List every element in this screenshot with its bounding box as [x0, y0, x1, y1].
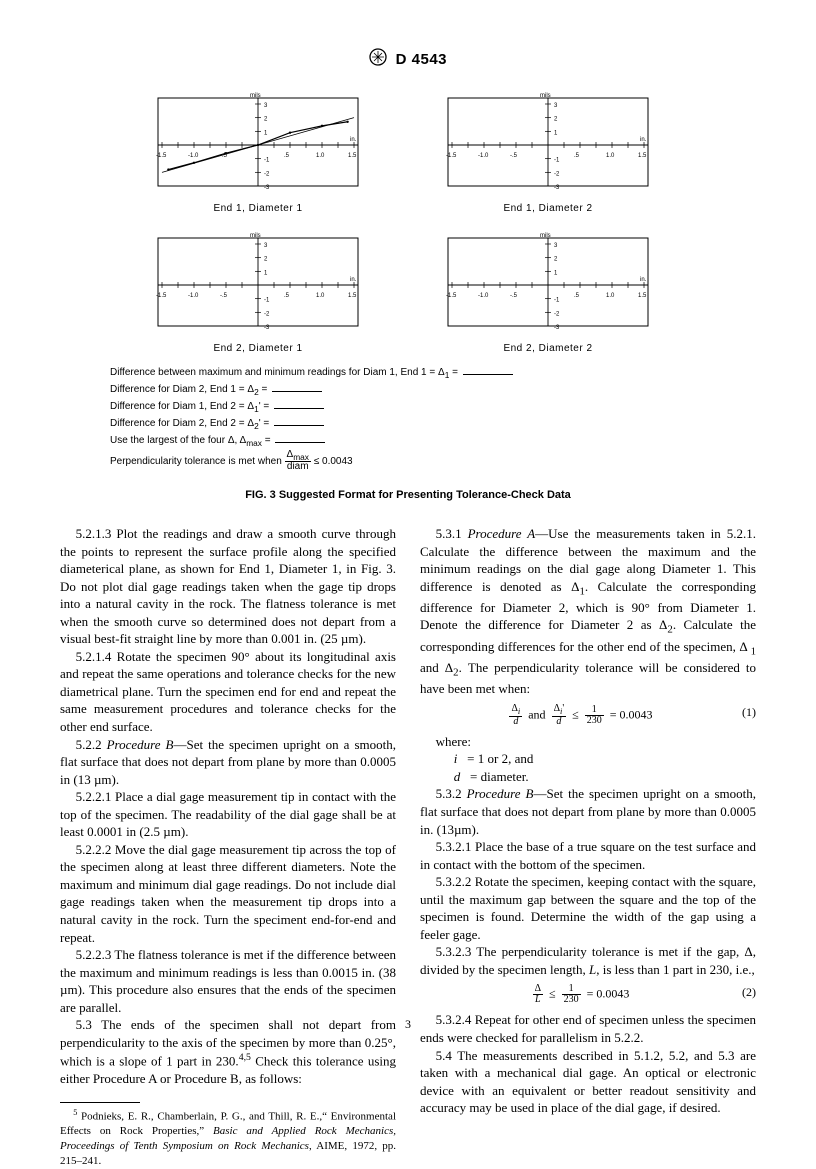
tolerance-chart: 1-12-23-3-1.5-1.0-.5.51.01.5 mils in. En… [438, 90, 658, 216]
svg-text:-1.0: -1.0 [188, 293, 199, 299]
svg-text:-1.5: -1.5 [156, 153, 167, 159]
para: 5.3.2.2 Rotate the specimen, keeping con… [420, 873, 756, 943]
svg-text:-1.0: -1.0 [478, 293, 489, 299]
svg-text:in.: in. [350, 277, 357, 283]
svg-text:-3: -3 [264, 185, 270, 191]
svg-text:-2: -2 [554, 172, 560, 178]
svg-text:-3: -3 [554, 325, 560, 331]
svg-text:2: 2 [264, 117, 268, 123]
svg-text:1.5: 1.5 [638, 293, 647, 299]
svg-text:-.5: -.5 [510, 293, 518, 299]
para: 5.3.1 Procedure A—Use the measurements t… [420, 525, 756, 698]
svg-text:mils: mils [250, 93, 261, 99]
svg-text:.5: .5 [574, 153, 580, 159]
svg-text:1: 1 [554, 270, 558, 276]
svg-text:in.: in. [640, 277, 647, 283]
note-line: ≤ 0.0043 [314, 456, 353, 467]
designation: D 4543 [396, 51, 447, 68]
note-line: Perpendicularity tolerance is met when [110, 456, 285, 467]
svg-text:.5: .5 [284, 293, 290, 299]
where-label: where: [420, 733, 756, 751]
svg-text:1: 1 [554, 131, 558, 137]
svg-text:1.5: 1.5 [638, 153, 647, 159]
para: 5.3.2.3 The perpendicularity tolerance i… [420, 943, 756, 978]
body-columns: 5.2.1.3 Plot the readings and draw a smo… [60, 525, 756, 1169]
svg-text:mils: mils [250, 233, 261, 239]
tolerance-chart: 1-12-23-3-1.5-1.0-.5.51.01.5 mils in. En… [148, 90, 368, 216]
note-line: Difference for Diam 2, End 2 = Δ [110, 418, 254, 429]
note-line: Difference for Diam 2, End 1 = Δ [110, 384, 254, 395]
svg-text:3: 3 [264, 103, 268, 109]
svg-text:-3: -3 [554, 185, 560, 191]
svg-text:3: 3 [264, 243, 268, 249]
footnote: 5 Podnieks, E. R., Chamberlain, P. G., a… [60, 1107, 396, 1169]
footnote-rule [60, 1102, 140, 1103]
equation-2: ΔL ≤ 1230 = 0.0043 (2) [420, 984, 756, 1005]
chart-grid: 1-12-23-3-1.5-1.0-.5.51.01.5 mils in. En… [148, 90, 668, 355]
svg-text:-1.5: -1.5 [156, 293, 167, 299]
svg-text:-2: -2 [264, 311, 270, 317]
svg-text:-3: -3 [264, 325, 270, 331]
para: 5.3.2.1 Place the base of a true square … [420, 838, 756, 873]
para: 5.2.1.4 Rotate the specimen 90° about it… [60, 648, 396, 736]
svg-text:mils: mils [540, 93, 551, 99]
svg-text:1.0: 1.0 [316, 153, 325, 159]
page-number: 3 [0, 1016, 816, 1032]
figure-notes: Difference between maximum and minimum r… [110, 365, 756, 472]
para: 5.2.1.3 Plot the readings and draw a smo… [60, 525, 396, 648]
svg-text:mils: mils [540, 233, 551, 239]
svg-text:in.: in. [640, 137, 647, 143]
svg-text:-1.0: -1.0 [188, 153, 199, 159]
svg-text:3: 3 [554, 243, 558, 249]
note-line: Use the largest of the four Δ, Δ [110, 435, 246, 446]
svg-text:-.5: -.5 [510, 153, 518, 159]
svg-text:1.0: 1.0 [316, 293, 325, 299]
svg-text:1.5: 1.5 [348, 153, 357, 159]
svg-text:-1: -1 [264, 297, 270, 303]
svg-text:2: 2 [264, 256, 268, 262]
where-def: i = 1 or 2, and [420, 750, 756, 768]
tolerance-chart: 1-12-23-3-1.5-1.0-.5.51.01.5 mils in. En… [148, 230, 368, 356]
para: 5.2.2.1 Place a dial gage measurement ti… [60, 788, 396, 841]
svg-text:-2: -2 [264, 172, 270, 178]
svg-text:1: 1 [264, 270, 268, 276]
note-line: Difference between maximum and minimum r… [110, 367, 445, 378]
svg-text:1.5: 1.5 [348, 293, 357, 299]
svg-text:2: 2 [554, 117, 558, 123]
svg-text:-1: -1 [554, 297, 560, 303]
equation-1: Δid and Δi'd ≤ 1230 = 0.0043 (1) [420, 704, 756, 727]
astm-logo [369, 48, 387, 72]
para: 5.2.2 Procedure B—Set the specimen uprig… [60, 736, 396, 789]
svg-text:3: 3 [554, 103, 558, 109]
svg-text:2: 2 [554, 256, 558, 262]
svg-text:-.5: -.5 [220, 293, 228, 299]
para: 5.4 The measurements described in 5.1.2,… [420, 1047, 756, 1117]
para: 5.2.2.3 The flatness tolerance is met if… [60, 946, 396, 1016]
svg-text:-1.5: -1.5 [446, 293, 457, 299]
para: 5.2.2.2 Move the dial gage measurement t… [60, 841, 396, 946]
svg-text:.5: .5 [574, 293, 580, 299]
tolerance-chart: 1-12-23-3-1.5-1.0-.5.51.01.5 mils in. En… [438, 230, 658, 356]
note-line: Difference for Diam 1, End 2 = Δ [110, 401, 254, 412]
figure-3: 1-12-23-3-1.5-1.0-.5.51.01.5 mils in. En… [60, 90, 756, 503]
svg-text:-1.0: -1.0 [478, 153, 489, 159]
svg-text:.5: .5 [284, 153, 290, 159]
svg-text:1: 1 [264, 131, 268, 137]
svg-text:1.0: 1.0 [606, 153, 615, 159]
svg-text:-2: -2 [554, 311, 560, 317]
svg-text:-1: -1 [554, 158, 560, 164]
svg-text:-1: -1 [264, 158, 270, 164]
page-header: D 4543 [60, 48, 756, 72]
svg-text:in.: in. [350, 137, 357, 143]
svg-text:1.0: 1.0 [606, 293, 615, 299]
para: 5.3.2 Procedure B—Set the specimen uprig… [420, 785, 756, 838]
figure-title: FIG. 3 Suggested Format for Presenting T… [60, 488, 756, 503]
svg-text:-1.5: -1.5 [446, 153, 457, 159]
where-def: d = diameter. [420, 768, 756, 786]
